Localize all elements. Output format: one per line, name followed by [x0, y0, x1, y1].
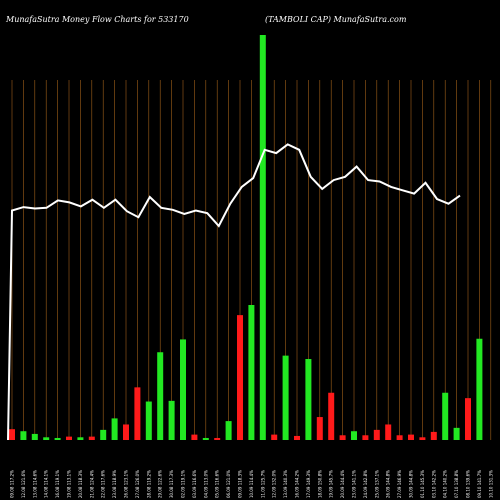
- x-tick-label: 16.09 144.2%: [295, 470, 300, 498]
- x-tick-label: 02.09 119.1%: [181, 470, 186, 498]
- bar: [442, 392, 449, 440]
- bar: [453, 427, 460, 440]
- x-tick-label: 22.08 117.6%: [101, 470, 106, 498]
- x-tick-label: 13.08 114.6%: [32, 470, 37, 498]
- chart-title: MunafaSutra Money Flow Charts for 533170: [5, 15, 189, 24]
- x-tick-label: 25.09 137.1%: [374, 470, 379, 498]
- x-tick-label: 18.09 150.8%: [317, 470, 322, 498]
- bar: [145, 401, 152, 440]
- x-tick-label: 09.08 117.2%: [10, 470, 15, 498]
- bar: [362, 435, 369, 440]
- bar: [305, 359, 312, 440]
- bar: [88, 436, 95, 440]
- bar: [339, 435, 346, 440]
- bar: [157, 352, 164, 440]
- bar: [465, 398, 471, 440]
- bar: [31, 433, 38, 440]
- bar: [271, 434, 278, 440]
- x-tick-label: 30.08 117.3%: [169, 470, 174, 498]
- x-tick-label: 27.09 146.9%: [397, 470, 402, 498]
- bar: [66, 436, 72, 440]
- x-tick-label: 27.08 126.0%: [135, 470, 140, 498]
- x-tick-label: 21.08 124.4%: [89, 470, 94, 498]
- x-tick-label: 01.10 145.3%: [420, 470, 425, 498]
- bar: [430, 431, 437, 440]
- x-tick-label: 19.09 145.7%: [329, 470, 334, 498]
- line-layer: [7, 143, 461, 441]
- bar: [282, 355, 289, 440]
- x-tick-label: 07.10 138.8%: [454, 470, 459, 498]
- x-tick-label: 13.09 140.3%: [283, 470, 288, 498]
- bar: [259, 35, 266, 440]
- bar: [168, 400, 175, 440]
- bar: [316, 417, 323, 440]
- x-tick-label: 05.09 116.6%: [215, 470, 220, 498]
- x-tick-label: 11.09 125.7%: [260, 470, 265, 498]
- x-tick-label: 04.10 140.2%: [443, 470, 448, 498]
- x-tick-label: 24.09 142.8%: [363, 470, 368, 498]
- x-tick-label: 06.09 121.0%: [226, 470, 231, 498]
- bar: [373, 429, 380, 440]
- bar: [294, 435, 300, 440]
- x-tick-label: 08.10 139.6%: [466, 470, 471, 498]
- bar: [20, 431, 27, 440]
- x-tick-label: 26.08 123.1%: [124, 470, 129, 498]
- bar: [111, 418, 118, 440]
- x-tick-label: 10.09 114.4%: [249, 470, 254, 498]
- bar: [43, 437, 50, 440]
- bar: [202, 437, 209, 440]
- bar: [328, 392, 335, 440]
- bar: [180, 339, 186, 440]
- x-tick-label: 30.09 144.8%: [409, 470, 414, 498]
- x-tick-label: 03.09 116.6%: [192, 470, 197, 498]
- x-tick-label: 03.10 142.2%: [431, 470, 436, 498]
- bar: [77, 437, 84, 440]
- x-tick-label: 14.08 114.1%: [44, 470, 49, 498]
- x-tick-label: 23.08 118.9%: [112, 470, 117, 498]
- x-tick-label: 04.09 113.0%: [203, 470, 208, 498]
- bar: [123, 424, 129, 440]
- x-tick-label: 12.08 121.6%: [21, 470, 26, 498]
- x-tick-label: 26.09 144.8%: [386, 470, 391, 498]
- bar: [408, 434, 414, 440]
- x-tick-label: 10.10 131.3%: [488, 470, 493, 498]
- bars-layer: [9, 35, 483, 440]
- bar: [225, 421, 232, 440]
- x-tick-label: 12.09 132.0%: [272, 470, 277, 498]
- x-tick-label: 19.08 113.1%: [67, 470, 72, 498]
- bar: [191, 434, 198, 440]
- bar: [237, 315, 243, 440]
- x-tick-label: 23.09 141.1%: [352, 470, 357, 498]
- bar: [419, 437, 426, 440]
- bar: [396, 435, 403, 440]
- x-tick-label: 17.09 149.3%: [306, 470, 311, 498]
- x-tick-label: 16.08 119.1%: [55, 470, 60, 498]
- bar: [100, 429, 107, 440]
- bar: [351, 431, 357, 440]
- x-tick-label: 29.08 122.6%: [158, 470, 163, 498]
- bar: [385, 424, 392, 440]
- bar: [134, 387, 141, 440]
- x-tick-label: 09.10 141.7%: [477, 470, 482, 498]
- money-flow-line: [7, 143, 461, 441]
- bar: [54, 437, 61, 440]
- x-tick-label: 20.09 144.4%: [340, 470, 345, 498]
- bar: [476, 338, 483, 440]
- grid-lines: [11, 80, 492, 440]
- x-tick-label: 28.08 119.2%: [146, 470, 151, 498]
- x-tick-label: 09.09 118.3%: [238, 470, 243, 498]
- bar: [214, 437, 221, 440]
- chart-subtitle: (TAMBOLI CAP) MunafaSutra.com: [265, 15, 407, 24]
- bar: [248, 305, 255, 440]
- x-axis-labels: 09.08 117.2% 12.08 121.6% 13.08 114.6% 14.0…: [10, 470, 500, 498]
- x-tick-label: 20.08 118.3%: [78, 470, 83, 498]
- bar: [9, 429, 15, 440]
